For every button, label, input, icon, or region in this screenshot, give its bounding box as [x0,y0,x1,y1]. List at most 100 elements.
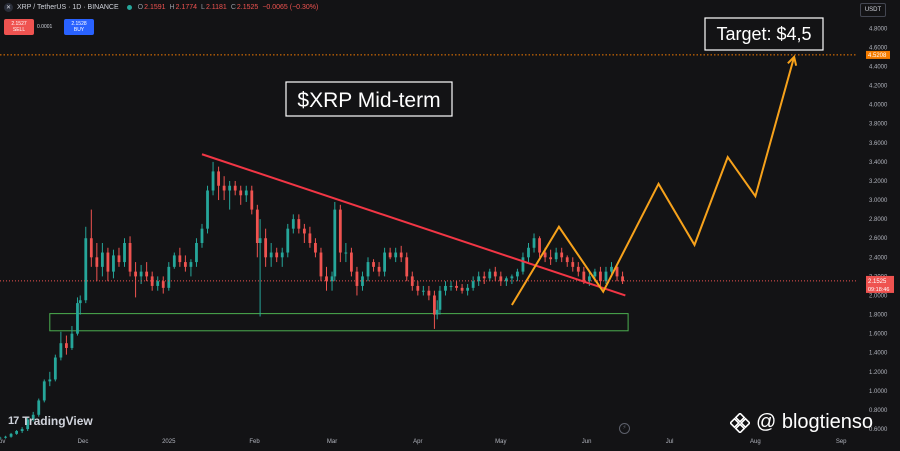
candle-body [70,333,74,348]
last-price-label: 2.1525 [868,279,887,285]
candle-body [427,290,431,296]
candle [15,430,19,435]
candle [549,249,553,265]
candle-body [344,252,348,254]
candle-body [112,255,115,272]
candle-body [493,271,497,277]
candle-body [106,252,110,272]
candle-body [325,276,328,282]
candle [239,185,243,205]
close-value: 2.1525 [236,4,259,11]
countdown-label: 09:18:46 [868,287,889,293]
candle-body [258,238,262,243]
candle-body [604,271,608,282]
candle [471,276,475,291]
candle [37,398,41,417]
candle-body [333,209,337,277]
sell-button[interactable]: 2.1527 SELL [4,19,34,35]
candle-body [599,271,602,282]
price-axis[interactable]: 0.6000 0.8000 1.0000 1.2000 1.4000 1.6000 1.80… [866,26,894,433]
support-zone [49,313,629,332]
candle [117,247,121,267]
candle-body [488,271,492,279]
tradingview-label: TradingView [22,414,93,428]
candle [167,262,171,291]
candle [604,266,608,285]
candle-body [100,252,104,267]
candle-body [233,185,237,191]
candle-body [372,262,375,267]
candle-body [264,238,268,258]
x-tick-label: Jun [582,439,592,445]
lightning-icon[interactable]: ⚡ [619,423,630,434]
candle [599,266,602,286]
currency-button[interactable]: USDT [860,3,886,17]
candle-body [172,255,176,267]
y-tick-label: 4.6000 [869,45,888,51]
buy-button[interactable]: 2.1528 BUY [64,19,94,35]
y-tick-label: 1.0000 [869,389,888,395]
candle [314,238,317,258]
y-tick-label: 3.4000 [869,160,888,166]
candle-body [228,185,232,191]
candle [178,247,182,267]
candle-body [183,262,187,267]
candle-body [554,252,558,260]
candle [275,247,279,263]
candle [350,247,353,277]
x-tick-label: Sep [836,439,847,445]
candle-body [145,271,149,277]
y-tick-label: 2.4000 [869,255,888,261]
candle-body [53,357,57,380]
candle [460,284,464,294]
y-tick-label: 1.8000 [869,313,888,319]
binance-icon [730,412,750,433]
candle [244,185,248,202]
candle-body [405,257,409,277]
candle [302,223,306,243]
candle-body [399,252,403,258]
candle-body [471,281,475,288]
candle [482,271,486,285]
candle [200,223,204,248]
candle-body [435,309,439,315]
candle-body [9,433,13,437]
candle [493,266,497,282]
candle [280,247,284,267]
candle [308,226,312,248]
candle-body [460,287,464,291]
symbol-title[interactable]: XRP / TetherUS · 1D · BINANCE [17,4,119,11]
time-axis[interactable]: Nov Dec 2025 Feb Mar Apr May Jun Jul Aug Sep [0,439,847,445]
candle [161,276,165,294]
candle [319,247,323,282]
candle-body [0,437,2,439]
candle [435,300,439,320]
candle [53,354,57,382]
candle-body [42,381,46,401]
candle-body [330,276,334,282]
candle [427,285,431,301]
high-value: 2.1774 [175,4,198,11]
candle-body [239,190,243,196]
y-tick-label: 3.6000 [869,141,888,147]
candle [76,297,79,336]
y-tick-label: 1.2000 [869,370,888,376]
tradingview-logo[interactable]: 17 TradingView [8,414,93,428]
symbol-header: ✕ XRP / TetherUS · 1D · BINANCE O 2.1591 … [4,3,322,12]
candle [106,247,110,282]
candle-body [499,276,503,282]
y-tick-label: 1.6000 [869,332,888,338]
target-price-tag [866,50,890,59]
candle [366,257,370,282]
candle [615,264,619,282]
x-tick-label: Nov [0,439,5,445]
candle [258,219,262,317]
candle-body [302,228,306,234]
candle [211,161,215,196]
candle-body [244,190,248,196]
candle [521,252,525,275]
candle [560,247,564,263]
candle-body [195,242,198,263]
